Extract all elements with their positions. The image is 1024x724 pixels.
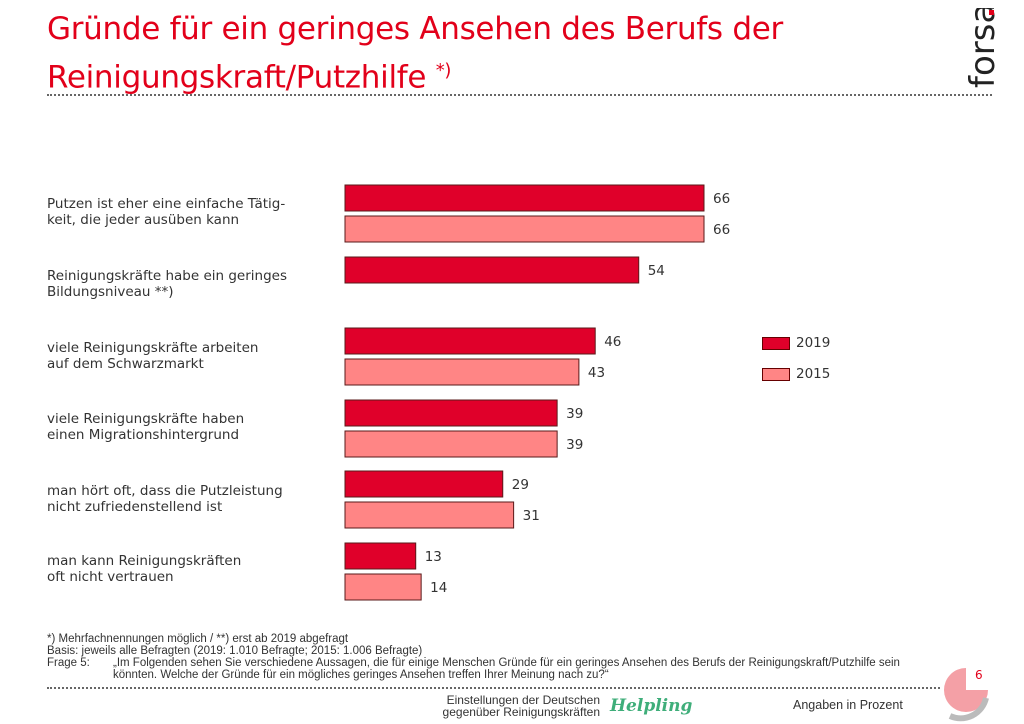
category-label: man hört oft, dass die Putzleistung nich…	[47, 483, 283, 515]
page-number: 6	[975, 668, 983, 682]
bar-2019	[344, 542, 417, 570]
bar-2019	[344, 399, 558, 427]
bar-2015	[344, 430, 558, 458]
data-label-2019: 39	[566, 406, 583, 422]
category-label: Reinigungskräfte habe ein geringes Bildu…	[47, 268, 288, 300]
basis: Basis: jeweils alle Befragten (2019: 1.0…	[47, 645, 423, 657]
study-title: Einstellungen der Deutschen gegenüber Re…	[442, 693, 600, 719]
footnote: *) Mehrfachnennungen möglich / **) erst …	[47, 633, 349, 645]
data-label-2019: 54	[648, 263, 665, 279]
forsa-logo: forsa	[963, 8, 1003, 88]
legend-2019: 2019	[762, 335, 830, 351]
category-label: viele Reinigungskräfte arbeiten auf dem …	[47, 340, 259, 372]
category-label: viele Reinigungskräfte haben einen Migra…	[47, 411, 245, 443]
bar-2019	[344, 256, 640, 284]
bar-2019	[344, 327, 596, 355]
frage-text: „Im Folgenden sehen Sie verschiedene Aus…	[113, 657, 900, 681]
bar-2015	[344, 501, 515, 529]
bar-2019	[344, 470, 504, 498]
page-badge-icon	[944, 668, 989, 722]
footer-divider	[47, 687, 940, 689]
data-label-2019: 29	[512, 477, 529, 493]
frage-label: Frage 5:	[47, 657, 90, 669]
legend-swatch-2019	[762, 336, 790, 350]
data-label-2015: 39	[566, 437, 583, 453]
data-label-2015: 43	[588, 365, 605, 381]
category-label: Putzen ist eher eine einfache Tätig- kei…	[47, 196, 286, 228]
data-label-2019: 46	[604, 334, 621, 350]
bar-2019	[344, 184, 705, 212]
bar-2015	[344, 573, 422, 601]
data-label-2019: 66	[713, 191, 730, 207]
page-title: Gründe für ein geringes Ansehen des Beru…	[47, 11, 783, 96]
legend-2015: 2015	[762, 366, 830, 382]
header-divider	[47, 94, 992, 96]
data-label-2015: 66	[713, 222, 730, 238]
unit-label: Angaben in Prozent	[793, 698, 903, 712]
bar-2015	[344, 215, 705, 243]
data-label-2015: 31	[523, 508, 540, 524]
category-label: man kann Reinigungskräften oft nicht ver…	[47, 553, 242, 585]
svg-text:forsa: forsa	[963, 8, 1003, 88]
bar-2015	[344, 358, 580, 386]
data-label-2019: 13	[425, 549, 442, 565]
helpling-logo: Helpling	[610, 696, 693, 716]
data-label-2015: 14	[430, 580, 447, 596]
legend-swatch-2015	[762, 367, 790, 381]
